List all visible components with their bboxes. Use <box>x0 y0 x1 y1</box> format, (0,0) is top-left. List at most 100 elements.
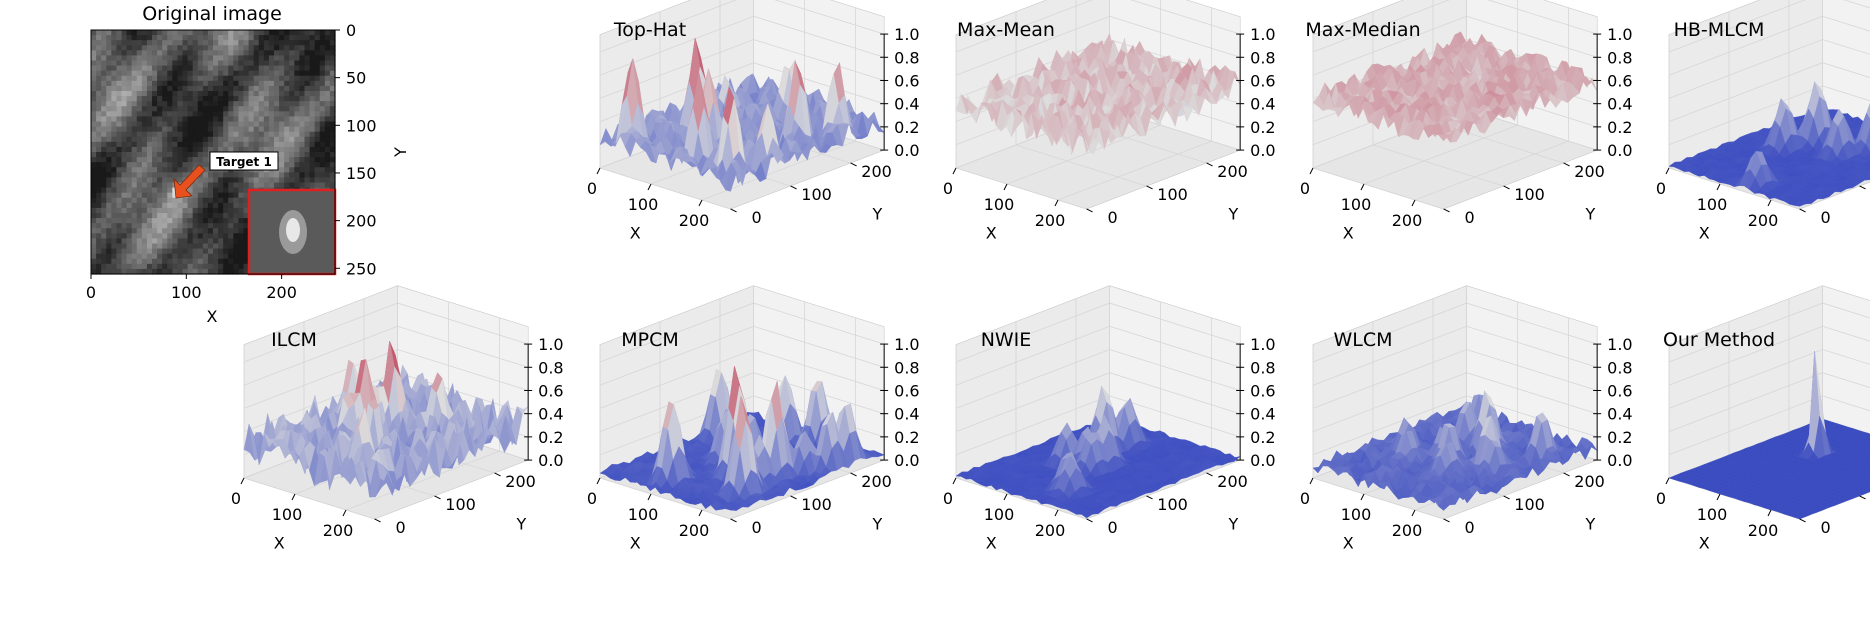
image-pixel <box>294 55 301 62</box>
image-pixel <box>314 96 321 102</box>
image-pixel <box>146 60 153 67</box>
x-tick <box>1003 183 1008 191</box>
image-pixel <box>116 192 123 199</box>
image-pixel <box>279 101 285 107</box>
image-pixel <box>228 80 234 87</box>
image-pixel <box>207 238 214 245</box>
image-pixel <box>197 202 204 209</box>
image-pixel <box>136 202 143 209</box>
image-pixel <box>157 101 163 107</box>
image-pixel <box>177 213 184 219</box>
image-pixel <box>126 248 133 255</box>
image-pixel <box>213 192 219 199</box>
image-pixel <box>197 40 204 46</box>
image-pixel <box>304 30 311 36</box>
image-pixel <box>319 126 326 133</box>
image-pixel <box>91 268 97 275</box>
image-pixel <box>274 136 280 143</box>
image-pixel <box>141 167 148 173</box>
image-pixel <box>213 228 219 234</box>
image-pixel <box>157 121 163 128</box>
image-pixel <box>207 101 214 107</box>
image-pixel <box>182 121 189 128</box>
image-pixel <box>121 60 128 67</box>
image-pixel <box>106 101 112 107</box>
image-pixel <box>131 106 138 112</box>
image-pixel <box>223 202 229 209</box>
z-tick-label: 0.4 <box>1607 95 1632 114</box>
target-label-box <box>209 151 279 171</box>
image-pixel <box>329 45 336 51</box>
image-pixel <box>213 238 219 245</box>
image-pixel <box>207 177 214 184</box>
image-pixel <box>152 101 158 107</box>
image-pixel <box>197 223 204 229</box>
image-pixel <box>121 218 128 224</box>
image-pixel <box>314 131 321 138</box>
image-pixel <box>96 136 102 143</box>
image-pixel <box>91 258 97 265</box>
image-pixel <box>228 187 234 194</box>
image-pixel <box>238 177 245 184</box>
image-pixel <box>274 141 280 148</box>
image-pixel <box>141 263 148 270</box>
image-pixel <box>146 106 153 112</box>
image-pixel <box>131 207 138 214</box>
image-pixel <box>289 152 295 158</box>
image-pixel <box>167 197 173 204</box>
image-pixel <box>329 162 336 168</box>
image-pixel <box>223 218 229 224</box>
image-pixel <box>116 238 123 245</box>
image-pixel <box>177 152 184 158</box>
image-pixel <box>207 80 214 87</box>
image-pixel <box>141 136 148 143</box>
image-pixel <box>202 121 209 128</box>
image-pixel <box>167 111 173 118</box>
image-pixel <box>126 80 133 87</box>
image-pixel <box>233 35 240 41</box>
image-pixel <box>324 96 331 102</box>
image-pixel <box>238 45 245 51</box>
image-pixel <box>309 157 316 163</box>
image-pixel <box>111 111 118 118</box>
image-pixel <box>96 197 102 204</box>
image-pixel <box>263 30 270 36</box>
image-pixel <box>111 75 118 82</box>
image-pixel <box>233 126 240 133</box>
image-pixel <box>243 177 250 184</box>
image-pixel <box>197 253 204 260</box>
image-pixel <box>126 111 133 118</box>
image-pixel <box>136 45 143 51</box>
image-pixel <box>111 253 118 260</box>
image-pixel <box>299 141 306 148</box>
image-pixel <box>223 182 229 189</box>
image-pixel <box>192 96 199 102</box>
image-pixel <box>167 101 173 107</box>
image-pixel <box>228 228 234 234</box>
image-pixel <box>96 131 102 138</box>
image-pixel <box>314 45 321 51</box>
image-pixel <box>182 207 189 214</box>
image-pixel <box>136 253 143 260</box>
image-pixel <box>126 35 133 41</box>
image-pixel <box>106 80 112 87</box>
z-tick-label: 0.2 <box>1607 118 1632 137</box>
image-pixel <box>223 121 229 128</box>
image-pixel <box>207 202 214 209</box>
image-pixel <box>182 136 189 143</box>
image-pixel <box>121 157 128 163</box>
image-pixel <box>141 55 148 62</box>
image-pixel <box>172 91 179 97</box>
image-pixel <box>162 65 168 72</box>
image-pixel <box>167 238 173 245</box>
image-pixel <box>304 146 311 153</box>
image-pixel <box>274 182 280 189</box>
image-pixel <box>289 70 295 77</box>
image-pixel <box>96 157 102 163</box>
image-pixel <box>167 167 173 173</box>
image-pixel <box>146 238 153 245</box>
x-tick-label: 0 <box>86 283 96 302</box>
image-pixel <box>116 136 123 143</box>
image-pixel <box>136 80 143 87</box>
image-pixel <box>111 177 118 184</box>
